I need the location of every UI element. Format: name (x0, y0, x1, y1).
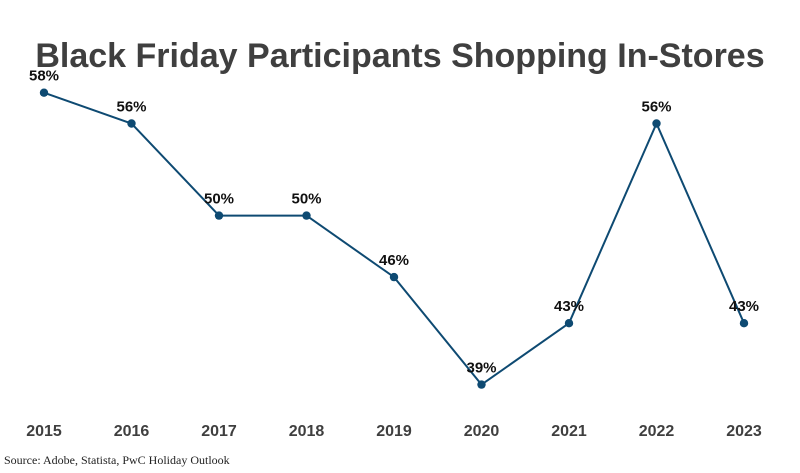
data-point-2020 (477, 380, 486, 389)
data-point-2015 (39, 88, 49, 97)
data-label-layer: 58% 56% 50% 50% 46% 39% 43% 56% 43% (29, 68, 759, 377)
data-point-2019 (389, 272, 399, 282)
x-tick-label-2020: 2020 (464, 423, 500, 440)
x-tick-label-2022: 2022 (639, 423, 675, 440)
x-tick-label-2017: 2017 (201, 423, 237, 440)
x-tick-label-2015: 2015 (26, 423, 62, 440)
x-tick-label-2019: 2019 (376, 423, 412, 440)
x-tick-label-2016: 2016 (114, 423, 150, 440)
x-tick-label-2018: 2018 (289, 423, 325, 440)
data-point-2023 (739, 319, 749, 328)
series-line (43, 91, 745, 386)
source-note: Source: Adobe, Statista, PwC Holiday Out… (4, 453, 230, 467)
data-label-2019: 46% (379, 252, 409, 269)
data-label-2021: 43% (554, 298, 584, 315)
x-axis-tick-layer: 2015 2016 2017 2018 2019 2020 2021 2022 2023 (26, 423, 762, 440)
chart-title: Black Friday Participants Shopping In-St… (35, 37, 765, 75)
data-label-2015: 58% (29, 68, 59, 85)
data-point-2016 (127, 119, 136, 128)
data-point-2017 (214, 211, 224, 220)
data-label-2018: 50% (291, 191, 321, 208)
x-tick-label-2023: 2023 (726, 423, 762, 440)
data-point-2021 (564, 319, 574, 328)
data-label-2020: 39% (466, 360, 496, 377)
data-label-2023: 43% (729, 298, 759, 315)
x-tick-label-2021: 2021 (551, 423, 587, 440)
series-layer (39, 88, 749, 389)
data-label-2016: 56% (116, 99, 146, 116)
data-point-2022 (652, 119, 661, 128)
data-label-2017: 50% (204, 191, 234, 208)
data-label-2022: 56% (641, 99, 671, 116)
data-point-2018 (302, 211, 311, 220)
